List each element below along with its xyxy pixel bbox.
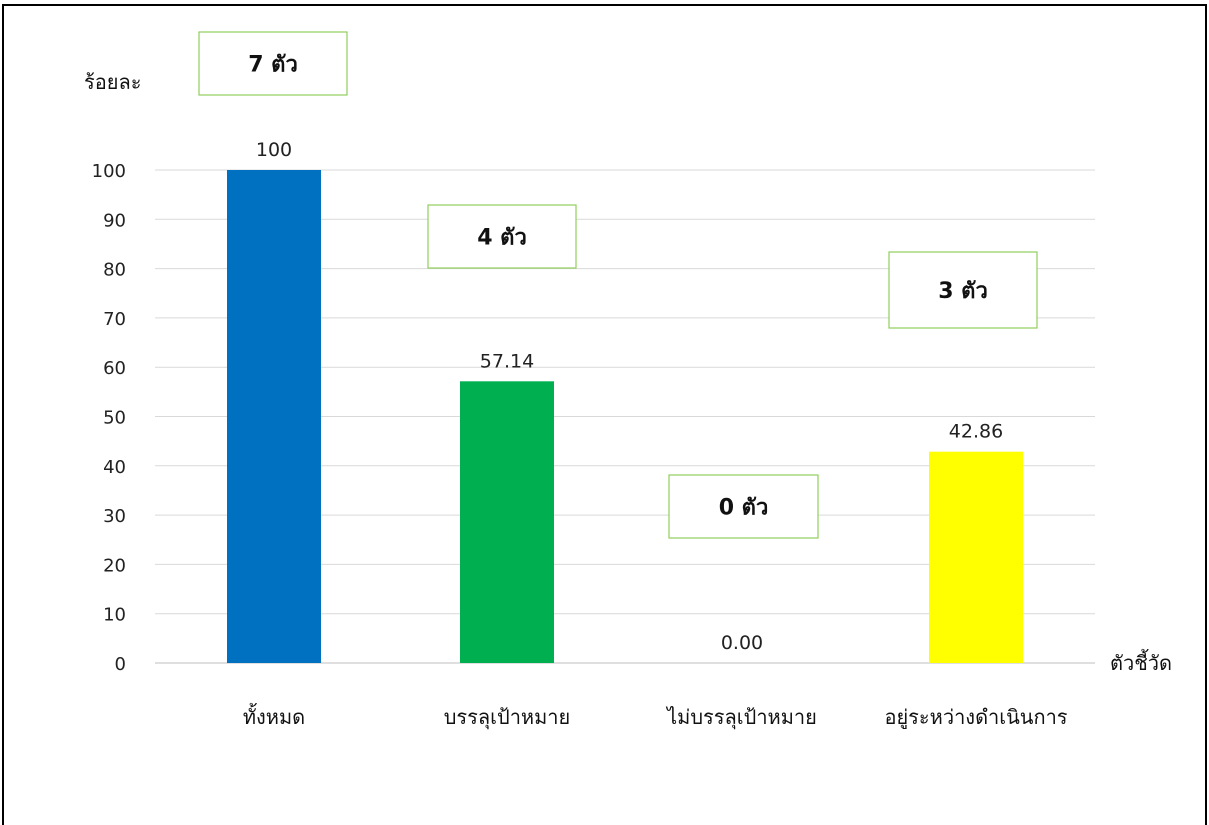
y-tick-labels: 0 10 20 30 40 50 60 70 80 90 100: [92, 161, 126, 675]
data-label: 42.86: [949, 421, 1003, 443]
y-tick-label: 30: [103, 506, 126, 527]
y-tick-label: 0: [115, 654, 126, 675]
x-axis-title: ตัวชี้วัด: [1110, 649, 1172, 675]
y-tick-label: 50: [103, 408, 126, 429]
data-labels: 100 57.14 0.00 42.86: [256, 139, 1003, 654]
count-annotations: 7 ตัว 4 ตัว 0 ตัว 3 ตัว: [199, 32, 1037, 538]
bar: [460, 381, 554, 663]
y-tick-label: 20: [103, 555, 126, 576]
bar: [227, 170, 321, 663]
category-label: อยู่ระหว่างดำเนินการ: [884, 705, 1067, 730]
y-axis-title: ร้อยละ: [84, 70, 141, 94]
y-tick-label: 100: [92, 161, 126, 182]
count-label: 3 ตัว: [938, 279, 988, 304]
data-label: 100: [256, 139, 292, 161]
count-label: 0 ตัว: [719, 496, 769, 521]
y-tick-label: 60: [103, 358, 126, 379]
category-label: บรรลุเป้าหมาย: [444, 705, 571, 730]
y-tick-label: 80: [103, 260, 126, 281]
y-tick-label: 70: [103, 309, 126, 330]
y-tick-label: 10: [103, 605, 126, 626]
count-label: 7 ตัว: [248, 53, 298, 78]
category-labels: ทั้งหมด บรรลุเป้าหมาย ไม่บรรลุเป้าหมาย อยู่…: [243, 703, 1068, 730]
data-label: 0.00: [721, 632, 763, 654]
data-label: 57.14: [480, 350, 534, 372]
bar: [929, 452, 1023, 663]
category-label: ไม่บรรลุเป้าหมาย: [665, 705, 817, 730]
count-label: 4 ตัว: [477, 226, 527, 251]
y-tick-label: 40: [103, 457, 126, 478]
y-tick-label: 90: [103, 210, 126, 231]
category-label: ทั้งหมด: [243, 703, 305, 729]
